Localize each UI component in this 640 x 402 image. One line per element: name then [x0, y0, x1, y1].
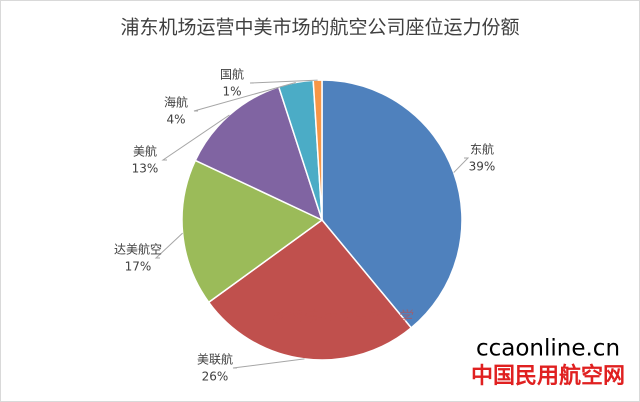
chart-title: 浦东机场运营中美市场的航空公司座位运力份额	[120, 17, 519, 39]
slice-label: 海航	[164, 95, 188, 110]
watermark: 中国民用航空网	[471, 363, 625, 389]
value-label: 13%	[132, 162, 159, 176]
slice-label: 达美航空	[114, 242, 162, 257]
pie-slice	[321, 79, 463, 329]
leader-line	[193, 81, 296, 112]
watermark: 李艳伟-中国民航大学	[272, 308, 414, 326]
value-label: 39%	[469, 160, 496, 174]
slice-label: 美航	[133, 144, 157, 159]
value-label: 1%	[222, 85, 241, 99]
slice-label: 东航	[470, 142, 494, 157]
watermark: ccaonline.cn	[476, 336, 620, 362]
pie-slice	[207, 218, 413, 361]
value-label: 26%	[202, 370, 229, 384]
leader-line	[232, 358, 305, 369]
pie: 东航 39% 美联航 26% 达美航空 17% 美航 13% 海航 4% 国航 1%	[114, 67, 495, 384]
leader-line	[249, 79, 318, 84]
value-label: 17%	[125, 260, 152, 274]
value-label: 4%	[166, 113, 185, 127]
leader-line	[154, 232, 183, 259]
leader-line	[161, 114, 230, 161]
slice-label: 国航	[220, 67, 244, 82]
slice-label: 美联航	[197, 352, 233, 367]
leader-line	[453, 157, 470, 173]
